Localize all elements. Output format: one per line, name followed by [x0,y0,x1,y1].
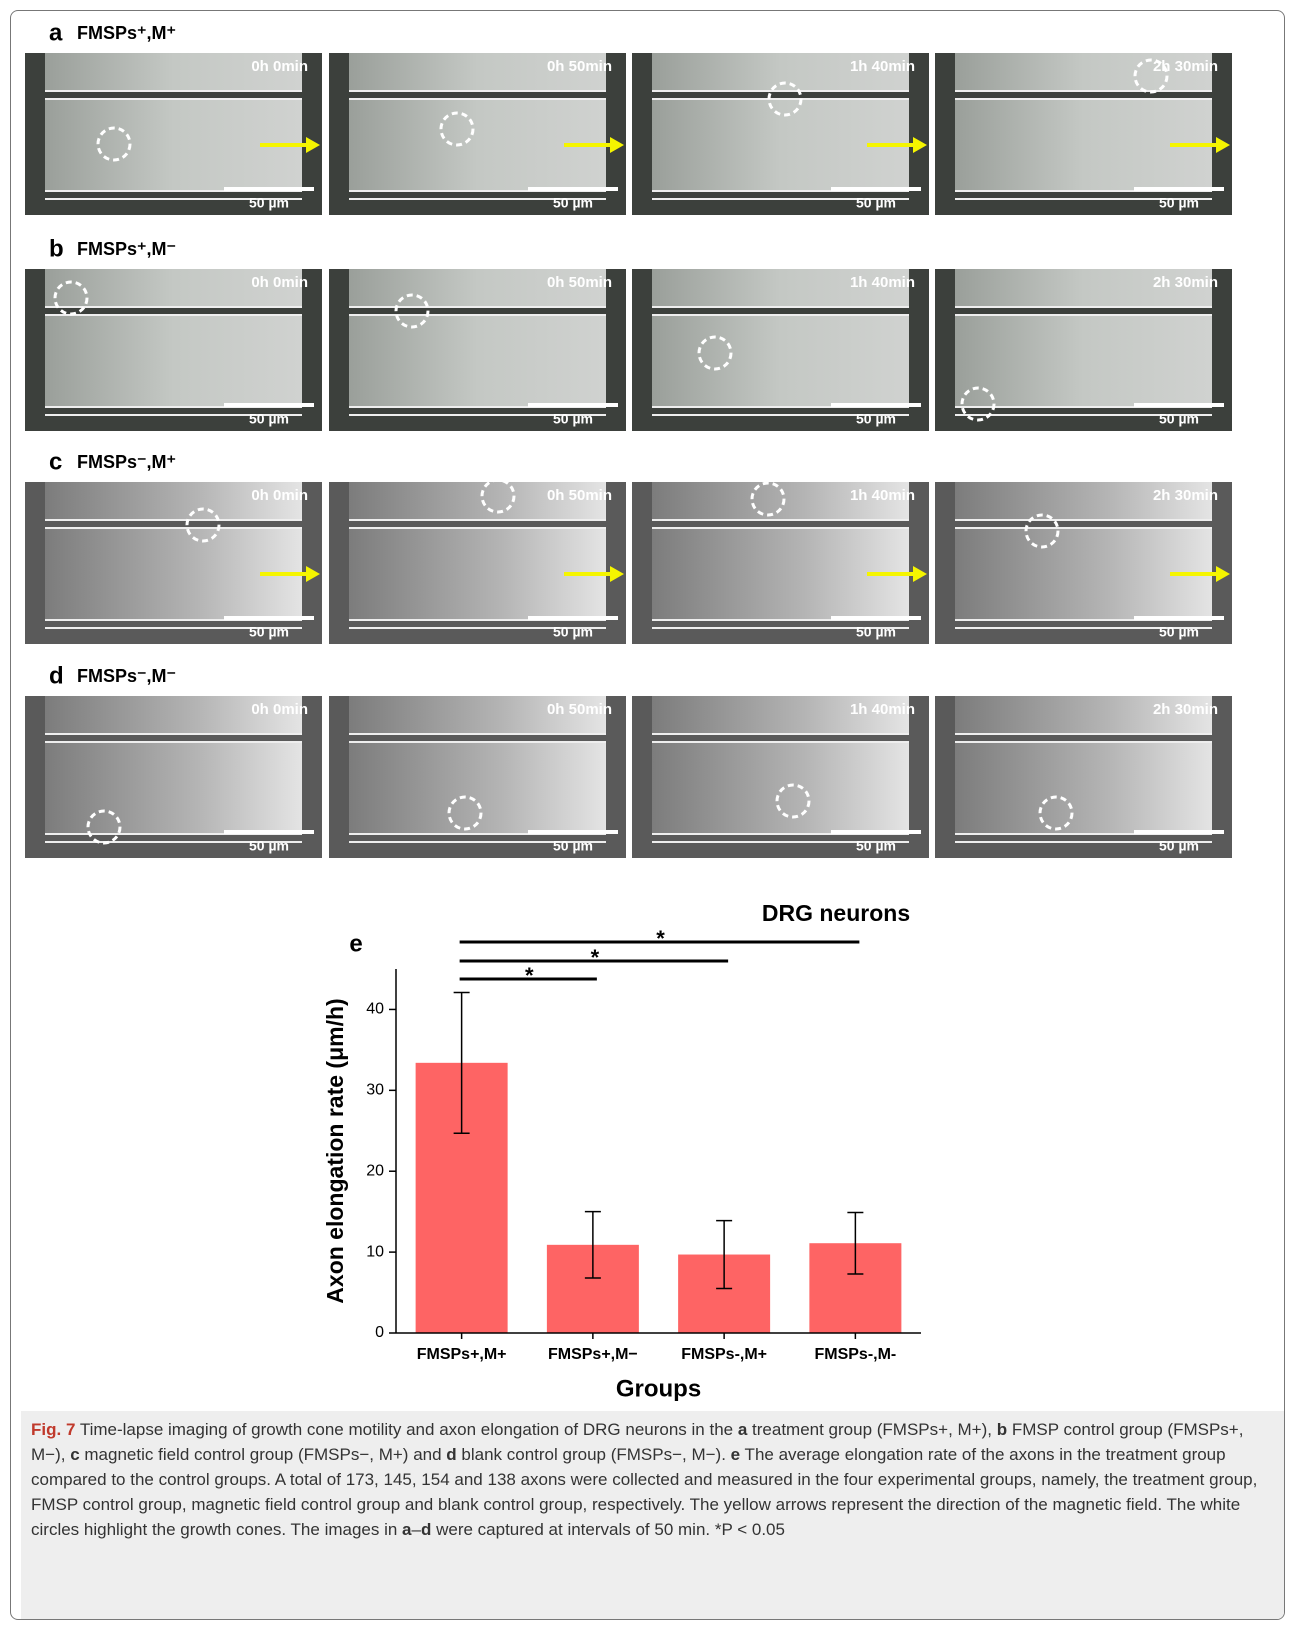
panel-letter: b [49,235,64,262]
significance-label: * [525,963,534,988]
scale-label: 50 µm [553,624,593,640]
time-label: 0h 0min [251,274,308,291]
chamber [349,315,606,407]
x-tick-label: FMSPs-,M- [814,1346,896,1363]
scale-label: 50 µm [1159,624,1199,640]
time-label: 0h 50min [547,274,612,291]
panel-letter: e [349,930,362,957]
time-label: 0h 50min [547,701,612,718]
significance-label: * [656,926,665,951]
micrograph: 1h 40min 50 µm [632,269,929,431]
panel-title: FMSPs⁻,M⁺ [77,452,176,472]
micrograph: 1h 40min 50 µm [632,53,929,215]
micrograph: 0h 50min 50 µm [329,53,626,215]
time-label: 1h 40min [850,58,915,75]
micrograph: 0h 50min 50 µm [329,480,626,644]
caption-text: magnetic field control group (FMSPs−, M+… [80,1445,447,1464]
panel-letter: c [49,448,62,475]
chamber [45,315,302,407]
time-label: 1h 40min [850,701,915,718]
caption-text: – [412,1520,421,1539]
micrograph: 2h 30min 50 µm [935,269,1232,431]
x-tick-label: FMSPs+,M− [548,1346,638,1363]
micrograph: 0h 50min 50 µm [329,269,626,431]
scale-label: 50 µm [856,624,896,640]
y-tick-label: 0 [375,1324,384,1341]
time-label: 1h 40min [850,487,915,504]
caption-text: Fig. 7 [31,1420,75,1439]
micrograph: 2h 30min 50 µm [935,696,1232,858]
micrograph: 1h 40min 50 µm [632,696,929,858]
caption-text: d [446,1445,456,1464]
caption-text: a [738,1420,747,1439]
time-label: 0h 0min [251,58,308,75]
time-label: 2h 30min [1153,487,1218,504]
scale-label: 50 µm [249,411,289,427]
micrograph: 0h 0min 50 µm [25,482,322,644]
time-label: 0h 50min [547,58,612,75]
panel-letter: a [49,19,63,46]
caption-text: a [402,1520,411,1539]
micrograph: 0h 0min 50 µm [25,696,322,858]
time-label: 1h 40min [850,274,915,291]
micrograph: 0h 0min 50 µm [25,269,322,431]
scale-label: 50 µm [856,195,896,211]
time-label: 2h 30min [1153,701,1218,718]
scale-label: 50 µm [553,195,593,211]
page: aFMSPs⁺,M⁺0h 0min50 µm0h 50min50 µm1h 40… [0,0,1295,1630]
micrograph: 0h 0min 50 µm [25,53,322,215]
panel-title: FMSPs⁺,M⁻ [77,239,176,259]
chamber [955,315,1212,407]
y-tick-label: 10 [366,1243,384,1260]
scale-label: 50 µm [249,624,289,640]
time-label: 2h 30min [1153,58,1218,75]
y-tick-label: 30 [366,1082,384,1099]
micrograph: 1h 40min 50 µm [632,482,929,644]
significance-label: * [591,945,600,970]
caption-text: were captured at intervals of 50 min. *P… [431,1520,785,1539]
caption-text: b [997,1420,1007,1439]
caption: Fig. 7 Time-lapse imaging of growth cone… [21,1411,1284,1620]
micrograph: 0h 50min 50 µm [329,696,626,858]
y-tick-label: 40 [366,1001,384,1018]
chamber [652,742,909,834]
chamber [45,742,302,834]
time-label: 0h 0min [251,701,308,718]
panel-title: FMSPs⁻,M⁻ [77,666,176,686]
chamber [349,742,606,834]
x-axis-label: Groups [616,1375,701,1401]
chart-title: DRG neurons [762,900,910,926]
caption-text: c [70,1445,79,1464]
y-axis-label: Axon elongation rate (μm/h) [322,998,348,1303]
time-label: 2h 30min [1153,274,1218,291]
caption-text: d [421,1520,431,1539]
caption-text: e [731,1445,740,1464]
scale-label: 50 µm [856,411,896,427]
x-tick-label: FMSPs-,M+ [681,1346,767,1363]
micrograph: 2h 30min 50 µm [935,482,1232,644]
panel-letter: d [49,662,64,689]
scale-label: 50 µm [856,838,896,854]
chamber [652,315,909,407]
scale-label: 50 µm [1159,195,1199,211]
x-tick-label: FMSPs+,M+ [417,1346,507,1363]
scale-label: 50 µm [553,411,593,427]
caption-text: Time-lapse imaging of growth cone motili… [75,1420,737,1439]
scale-label: 50 µm [249,838,289,854]
scale-label: 50 µm [1159,411,1199,427]
scale-label: 50 µm [249,195,289,211]
scale-label: 50 µm [553,838,593,854]
chamber [955,742,1212,834]
scale-label: 50 µm [1159,838,1199,854]
time-label: 0h 50min [547,487,612,504]
micrograph: 2h 30min 50 µm [935,53,1232,215]
caption-text: blank control group (FMSPs−, M−). [457,1445,731,1464]
y-tick-label: 20 [366,1162,384,1179]
time-label: 0h 0min [251,487,308,504]
panel-title: FMSPs⁺,M⁺ [77,23,176,43]
caption-text: treatment group (FMSPs+, M+), [747,1420,996,1439]
